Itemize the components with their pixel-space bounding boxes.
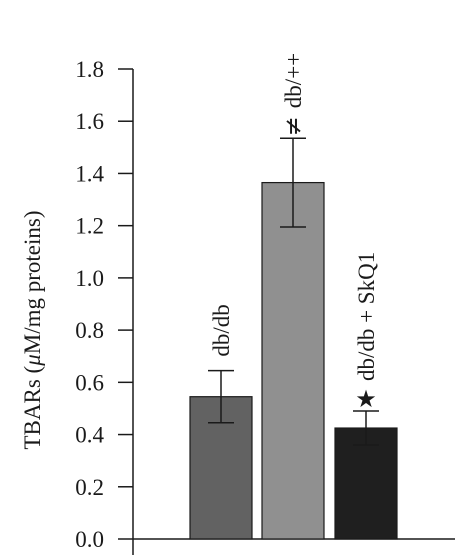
y-tick-label: 0.4 <box>75 423 104 448</box>
y-tick-label: 1.4 <box>75 161 104 186</box>
y-axis-title: TBARs (μM/mg proteins) <box>20 211 45 450</box>
significance-marker: ★ <box>355 385 377 413</box>
y-tick-label: 1.8 <box>75 57 104 82</box>
y-tick-label: 0.0 <box>75 527 104 552</box>
y-tick-label: 0.2 <box>75 475 104 500</box>
bar <box>261 181 325 540</box>
y-tick-label: 1.6 <box>75 109 104 134</box>
y-axis: 0.0 0.2 0.4 0.6 0.8 1.0 1.2 1.4 1.6 1.8 <box>75 57 134 555</box>
bar-category-label: db/db + SkQ1 <box>354 252 379 381</box>
bars: db/db ≠ db/++ ★ db/db + SkQ1 <box>189 53 398 540</box>
y-tick-label: 1.0 <box>75 266 104 291</box>
bar-category-label: db/++ <box>281 53 306 108</box>
y-tick-label: 0.6 <box>75 370 104 395</box>
bar-category-label: db/db <box>209 304 234 356</box>
y-tick-label: 1.2 <box>75 214 104 239</box>
significance-marker: ≠ <box>279 116 307 136</box>
y-tick-label: 0.8 <box>75 318 104 343</box>
